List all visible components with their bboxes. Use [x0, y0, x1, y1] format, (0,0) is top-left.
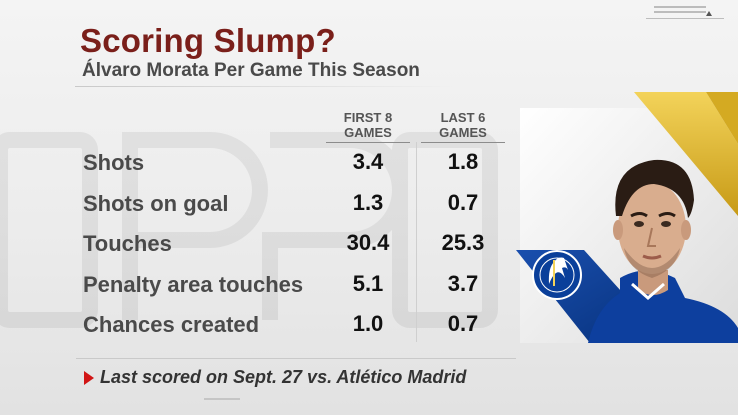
player-photo-panel [516, 92, 738, 343]
stat-row-touches: Touches 30.4 25.3 [0, 224, 520, 264]
column-header-last6: LAST 6 GAMES [423, 110, 503, 140]
page-subtitle: Álvaro Morata Per Game This Season [82, 60, 420, 81]
stat-label: Shots [83, 150, 145, 175]
stat-value-last6: 0.7 [447, 190, 479, 215]
stat-label: Penalty area touches [83, 272, 304, 297]
stat-label: Chances created [83, 312, 260, 337]
stat-label: Shots on goal [83, 191, 229, 216]
gold-stripe [634, 92, 738, 216]
stat-value-first8: 1.3 [352, 190, 384, 215]
stat-label: Touches [83, 231, 172, 256]
top-divider [646, 18, 724, 19]
stat-row-shots: Shots 3.4 1.8 [0, 143, 520, 183]
column-header-line: FIRST 8 [343, 110, 393, 125]
stat-value-last6: 25.3 [441, 230, 485, 255]
play-arrow-icon [84, 371, 94, 385]
column-header-first8: FIRST 8 GAMES [328, 110, 408, 140]
menu-lines-icon [654, 6, 706, 20]
caret-up-icon [706, 11, 712, 16]
column-header-line: LAST 6 [440, 110, 486, 125]
footnote: Last scored on Sept. 27 vs. Atlético Mad… [100, 367, 467, 387]
column-underline [421, 142, 505, 143]
stat-value-first8: 1.0 [352, 311, 384, 336]
stat-row-penalty-area-touches: Penalty area touches 5.1 3.7 [0, 265, 520, 305]
column-header-line: GAMES [344, 125, 392, 140]
stat-row-chances-created: Chances created 1.0 0.7 [0, 305, 520, 345]
bottom-divider [204, 398, 240, 400]
column-underline [326, 142, 410, 143]
stat-value-last6: 3.7 [447, 271, 479, 296]
stat-value-last6: 1.8 [447, 149, 479, 174]
column-divider [416, 142, 417, 342]
chelsea-crest-icon [532, 250, 582, 300]
stat-row-shots-on-goal: Shots on goal 1.3 0.7 [0, 184, 520, 224]
page-title: Scoring Slump? [80, 22, 336, 59]
stat-value-first8: 5.1 [352, 271, 384, 296]
stat-value-last6: 0.7 [447, 311, 479, 336]
column-header-line: GAMES [439, 125, 487, 140]
footnote-divider [76, 358, 516, 359]
stat-value-first8: 3.4 [352, 149, 384, 174]
stat-value-first8: 30.4 [346, 230, 390, 255]
subtitle-divider [75, 86, 455, 87]
